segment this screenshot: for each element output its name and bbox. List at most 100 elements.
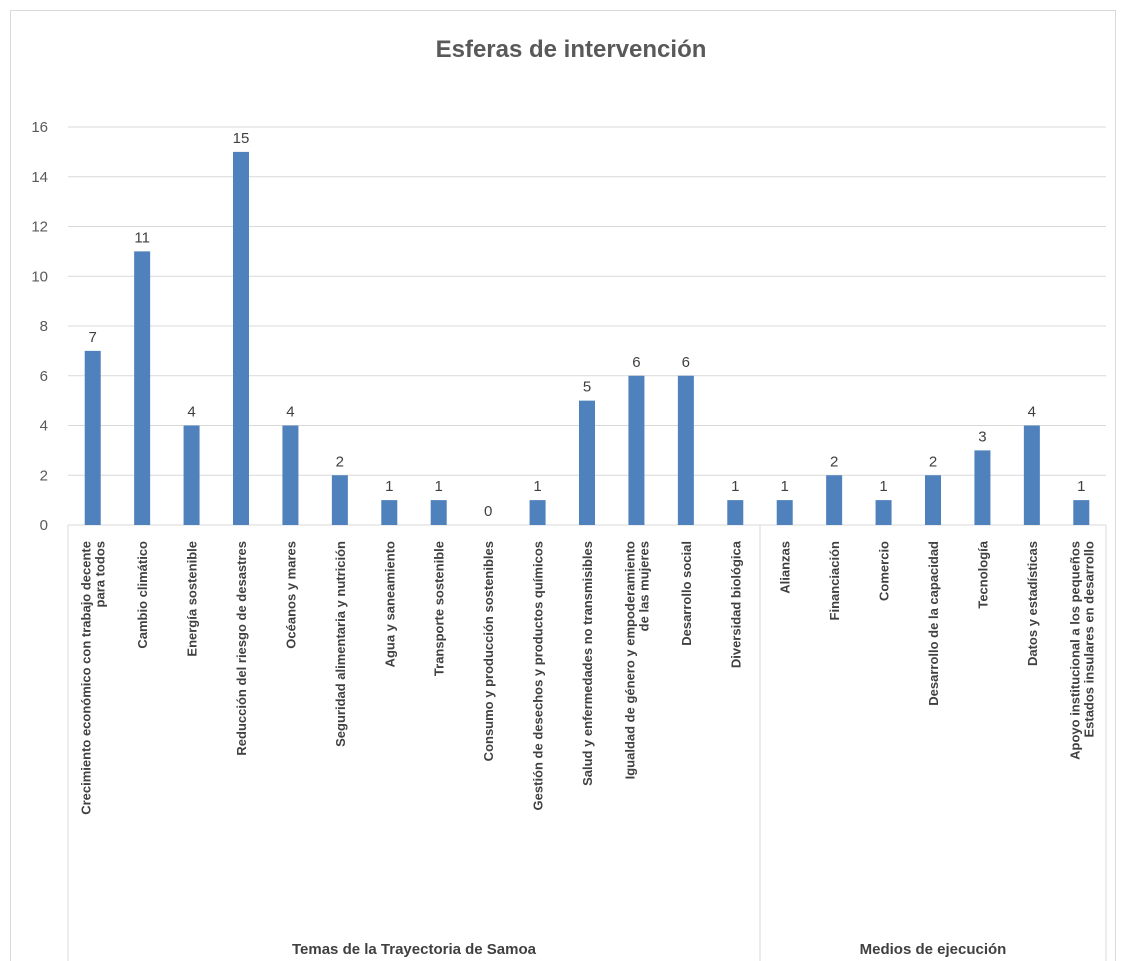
x-tick-label: Igualdad de género y empoderamiento de la… bbox=[622, 541, 651, 779]
bar bbox=[233, 151, 249, 525]
data-label: 4 bbox=[187, 404, 195, 421]
bar bbox=[677, 375, 694, 525]
x-tick-label: Transporte sostenible bbox=[432, 541, 447, 676]
data-label: 3 bbox=[978, 428, 986, 445]
bar bbox=[776, 500, 793, 525]
y-tick-label: 0 bbox=[40, 517, 48, 534]
y-tick-label: 16 bbox=[31, 119, 48, 136]
y-tick-label: 2 bbox=[40, 467, 48, 484]
data-label: 1 bbox=[879, 478, 887, 495]
y-axis-ticks: 0 2 4 6 8 10 12 14 16 bbox=[31, 119, 48, 534]
data-label: 1 bbox=[1077, 478, 1085, 495]
x-tick-label: Apoyo institucional a los pequeños Estado… bbox=[1067, 541, 1096, 760]
x-tick-label: Desarrollo de la capacidad bbox=[926, 541, 941, 706]
chart-title: Esferas de intervención bbox=[436, 36, 707, 63]
x-tick-label-line: de las mujeres bbox=[636, 541, 651, 631]
y-tick-label: 8 bbox=[40, 318, 48, 335]
x-tick-label: Océanos y mares bbox=[283, 541, 298, 649]
x-tick-label: Cambio climático bbox=[135, 541, 150, 649]
x-tick-label-line: Reducción del riesgo de desastres bbox=[234, 541, 249, 756]
x-tick-label-line: Comercio bbox=[877, 541, 892, 601]
data-label: 1 bbox=[781, 478, 789, 495]
bar bbox=[925, 475, 941, 525]
x-tick-label: Desarrollo social bbox=[679, 541, 694, 646]
x-tick-label: Diversidad biológica bbox=[728, 540, 743, 668]
x-tick-label: Gestión de desechos y productos químicos bbox=[531, 541, 546, 810]
data-label: 1 bbox=[533, 478, 541, 495]
bar bbox=[183, 425, 200, 525]
x-tick-label: Agua y saneamiento bbox=[382, 541, 397, 667]
x-tick-label-line: Salud y enfermedades no transmisibles bbox=[580, 541, 595, 786]
data-label: 5 bbox=[583, 379, 591, 396]
bar bbox=[430, 500, 447, 525]
x-tick-label: Alianzas bbox=[778, 541, 793, 594]
x-tick-label: Financiación bbox=[827, 541, 842, 621]
data-label: 6 bbox=[682, 354, 690, 371]
data-label: 0 bbox=[484, 503, 492, 520]
bar bbox=[579, 400, 595, 525]
bar bbox=[875, 500, 892, 525]
x-tick-label-line: Agua y saneamiento bbox=[382, 541, 397, 667]
x-tick-label-line: Crecimiento económico con trabajo decent… bbox=[79, 541, 94, 815]
bar bbox=[381, 500, 398, 525]
bar bbox=[1023, 425, 1040, 525]
category-groups: Temas de la Trayectoria de Samoa Medios d… bbox=[67, 525, 1107, 961]
data-label: 1 bbox=[385, 478, 393, 495]
bar bbox=[1073, 500, 1090, 525]
bar bbox=[727, 500, 744, 525]
bar bbox=[529, 500, 546, 525]
x-tick-label-line: Apoyo institucional a los pequeños bbox=[1067, 541, 1082, 760]
x-tick-label: Seguridad alimentaria y nutrición bbox=[333, 541, 348, 747]
x-tick-label-line: Alianzas bbox=[778, 541, 793, 594]
x-tick-label-line: Océanos y mares bbox=[283, 541, 298, 649]
x-tick-label: Datos y estadísticas bbox=[1025, 541, 1040, 666]
y-tick-label: 14 bbox=[31, 169, 48, 186]
bar bbox=[826, 475, 843, 525]
x-tick-label-line: Cambio climático bbox=[135, 541, 150, 649]
x-tick-label-line: Desarrollo social bbox=[679, 541, 694, 646]
data-label: 2 bbox=[336, 453, 344, 470]
x-tick-label-line: Estados insulares en desarrollo bbox=[1081, 541, 1096, 738]
bars bbox=[84, 151, 1090, 525]
y-tick-label: 6 bbox=[40, 368, 48, 385]
x-tick-label-line: Financiación bbox=[827, 541, 842, 621]
data-label: 2 bbox=[929, 453, 937, 470]
x-tick-label-line: Desarrollo de la capacidad bbox=[926, 541, 941, 706]
group-label: Temas de la Trayectoria de Samoa bbox=[292, 941, 537, 958]
bar bbox=[331, 475, 348, 525]
x-tick-label-line: Transporte sostenible bbox=[432, 541, 447, 676]
x-axis-labels: Crecimiento económico con trabajo decent… bbox=[79, 540, 1097, 815]
x-tick-label-line: Energía sostenible bbox=[185, 541, 200, 657]
x-tick-label-line: Datos y estadísticas bbox=[1025, 541, 1040, 666]
bar bbox=[84, 350, 101, 525]
x-tick-label: Comercio bbox=[877, 541, 892, 601]
x-tick-label: Tecnología bbox=[975, 540, 990, 608]
x-tick-label-line: para todos bbox=[93, 541, 108, 607]
x-tick-label: Reducción del riesgo de desastres bbox=[234, 541, 249, 756]
data-label: 4 bbox=[1028, 404, 1036, 421]
x-tick-label-line: Seguridad alimentaria y nutrición bbox=[333, 541, 348, 747]
data-label: 1 bbox=[731, 478, 739, 495]
data-label: 1 bbox=[435, 478, 443, 495]
x-tick-label-line: Diversidad biológica bbox=[728, 540, 743, 668]
bar bbox=[134, 251, 151, 525]
x-tick-label: Salud y enfermedades no transmisibles bbox=[580, 541, 595, 786]
y-tick-label: 10 bbox=[31, 268, 48, 285]
y-tick-label: 12 bbox=[31, 219, 48, 236]
x-tick-label-line: Igualdad de género y empoderamiento bbox=[622, 541, 637, 779]
x-tick-label: Consumo y producción sostenibles bbox=[481, 541, 496, 761]
y-tick-label: 4 bbox=[40, 418, 48, 435]
x-tick-label-line: Consumo y producción sostenibles bbox=[481, 541, 496, 761]
data-label: 15 bbox=[233, 130, 250, 147]
data-label: 7 bbox=[89, 329, 97, 346]
x-tick-label: Energía sostenible bbox=[185, 541, 200, 657]
bar bbox=[974, 450, 991, 525]
data-label: 11 bbox=[134, 229, 150, 246]
x-tick-label-line: Tecnología bbox=[975, 540, 990, 608]
data-label: 6 bbox=[632, 354, 640, 371]
data-label: 2 bbox=[830, 453, 838, 470]
x-tick-label-line: Gestión de desechos y productos químicos bbox=[531, 541, 546, 810]
bar bbox=[282, 425, 299, 525]
